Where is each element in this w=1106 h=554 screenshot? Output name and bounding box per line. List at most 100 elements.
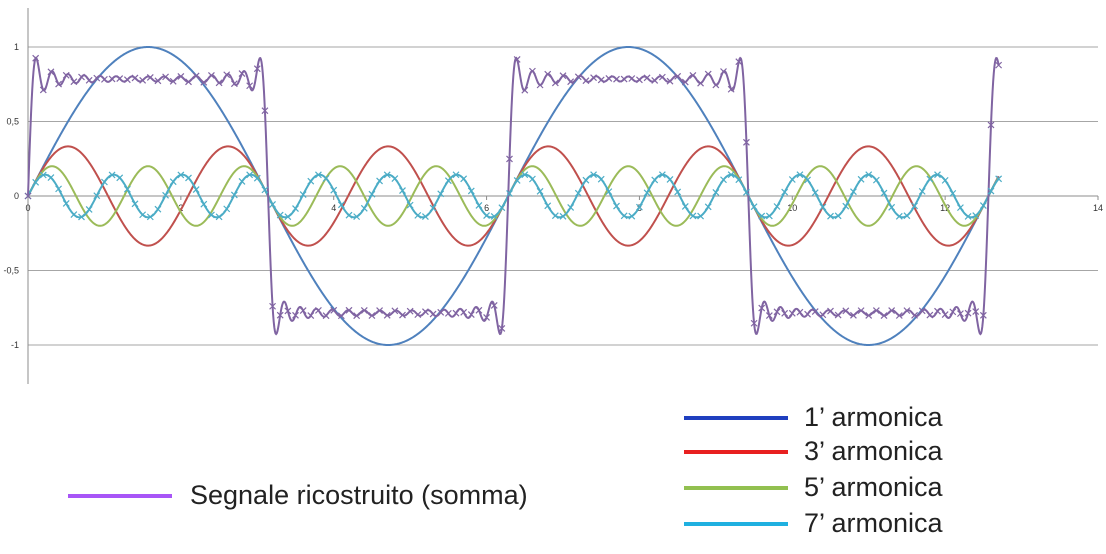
x-tick-label: 10 (787, 203, 797, 213)
series-4-marker (261, 107, 269, 115)
series-4-marker (208, 71, 215, 79)
series-3-marker (276, 211, 284, 219)
series-4-marker (720, 68, 727, 75)
series-4-marker (918, 307, 926, 315)
series-3-marker (544, 202, 552, 210)
series-3-marker (972, 212, 980, 219)
series-4-marker (765, 312, 773, 320)
series-3-marker (804, 176, 811, 184)
series-4-marker (360, 306, 368, 314)
series-4-marker (391, 307, 399, 315)
series-3-marker (643, 189, 651, 197)
series-4-marker (972, 308, 980, 315)
x-tick-label: 0 (25, 203, 30, 213)
series-4-marker (32, 54, 40, 62)
series-3-marker (376, 177, 383, 185)
series-4-marker (108, 75, 116, 83)
series-4-marker (957, 310, 964, 318)
series-3-marker (123, 185, 131, 193)
series-4-marker (307, 312, 315, 320)
series-3-marker (223, 205, 231, 213)
series-4-marker (513, 56, 521, 63)
series-3-marker (765, 212, 773, 220)
series-4-marker (292, 311, 299, 319)
series-3-marker (108, 171, 116, 179)
series-4-marker (116, 75, 124, 83)
legend-swatch-sum (68, 493, 172, 498)
series-4-marker (490, 301, 498, 309)
series-4-marker (911, 311, 918, 319)
series-3-marker (154, 205, 162, 213)
series-4-marker (101, 75, 108, 83)
series-4-marker (620, 75, 628, 83)
series-3-marker (888, 203, 896, 211)
series-4-marker (697, 79, 704, 87)
series-3-marker (353, 213, 361, 221)
series-4-marker (437, 308, 445, 316)
series-3-marker (689, 212, 697, 220)
series-4-marker (529, 67, 536, 75)
series-4-marker (315, 306, 322, 314)
series-4-marker (658, 73, 666, 81)
x-tick-label: 12 (940, 203, 950, 213)
series-4-marker (811, 308, 819, 315)
series-3-marker (85, 206, 93, 213)
series-4-marker (834, 311, 842, 319)
series-3-marker (857, 175, 865, 183)
series-3-marker (551, 212, 559, 220)
series-4-marker (162, 73, 169, 81)
series-4-marker (689, 71, 697, 79)
series-3-marker (315, 171, 322, 179)
series-3-marker (597, 175, 605, 183)
series-3-marker (383, 171, 391, 179)
series-4-marker (758, 304, 766, 312)
series-3-marker (39, 171, 47, 179)
legend-swatch-3 (684, 449, 788, 454)
series-3-marker (865, 171, 873, 179)
series-4-marker (788, 309, 796, 317)
series-3-marker (261, 186, 269, 194)
series-4-marker (123, 76, 131, 84)
series-3-marker (429, 204, 437, 212)
series-4-marker (452, 309, 460, 317)
series-3-marker (414, 211, 422, 219)
series-3-marker (444, 177, 452, 185)
series-3-marker (850, 188, 857, 196)
series-4-marker (467, 311, 475, 318)
series-4-marker (24, 192, 32, 200)
legend-swatch-7 (684, 521, 788, 526)
series-4-marker (345, 306, 353, 314)
y-tick-labels: 1 0,5 0 -0,5 -1 (3, 42, 19, 350)
fourier-chart: 0 2 4 6 8 10 12 14 10,50-0,5-1 (3, 8, 1103, 384)
series-4-marker (269, 302, 276, 310)
series-3-marker (613, 202, 620, 210)
series-3-marker (704, 203, 712, 211)
series-4-marker (865, 312, 873, 319)
series-4-marker (353, 312, 361, 320)
series-4-marker (636, 76, 643, 84)
series-4-marker (498, 325, 506, 332)
series-3-marker (230, 191, 238, 199)
series-4-marker (185, 78, 192, 86)
series-4-marker (47, 68, 55, 76)
series-4-marker (414, 311, 422, 319)
series-4-marker (376, 307, 383, 315)
series-4-marker (872, 307, 880, 314)
series-3-marker (880, 189, 888, 197)
series-3-marker (941, 176, 949, 184)
series-4-marker (506, 155, 513, 163)
series-3-marker (498, 204, 506, 212)
series-4-marker (230, 80, 238, 88)
series-4-marker (177, 72, 185, 80)
series-4-marker (475, 306, 483, 314)
series-3-marker (605, 188, 613, 196)
series-4-marker (987, 121, 995, 129)
legend-swatch-1 (684, 415, 788, 420)
series-3-marker (536, 187, 544, 195)
series-4-marker (895, 312, 903, 319)
series-4-marker (238, 70, 246, 77)
series-4-marker (200, 78, 208, 86)
series-3-marker (322, 174, 330, 182)
series-3-marker (292, 205, 299, 213)
series-4-marker (93, 74, 101, 82)
